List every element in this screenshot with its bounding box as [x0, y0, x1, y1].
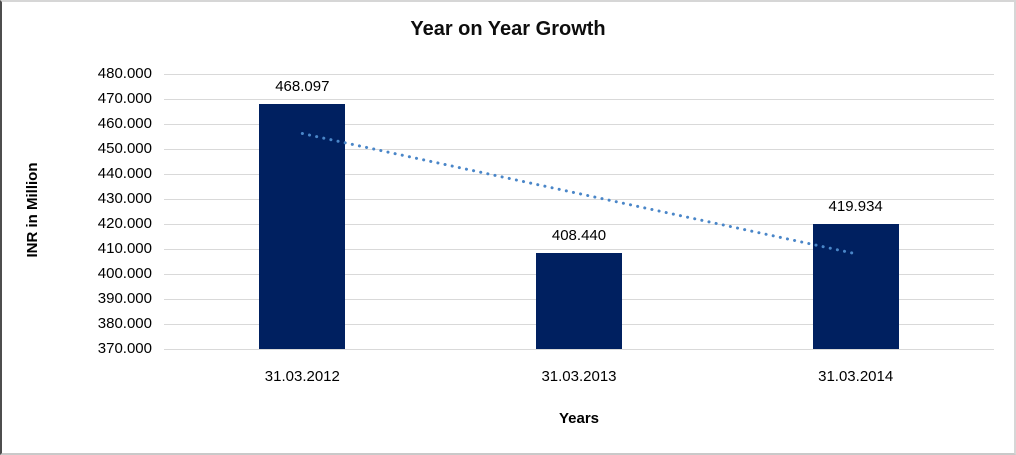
x-tick-label: 31.03.2012 — [264, 368, 340, 385]
gridline — [164, 348, 994, 350]
y-tick-label: 480.000 — [97, 65, 152, 82]
bar-31.03.2012 — [259, 103, 346, 349]
gridline — [164, 98, 994, 100]
chart-title: Year on Year Growth — [410, 18, 606, 40]
y-tick-label: 410.000 — [97, 240, 152, 257]
bar-31.03.2013 — [536, 252, 622, 349]
data-label: 468.097 — [275, 77, 330, 95]
gridline — [164, 123, 994, 125]
y-tick-label: 470.000 — [97, 90, 152, 107]
bar-31.03.2014 — [812, 224, 899, 349]
x-axis-title: Years — [558, 410, 600, 427]
y-tick-label: 400.000 — [97, 265, 152, 282]
data-label: 419.934 — [828, 198, 883, 216]
y-tick-label: 380.000 — [97, 315, 152, 332]
y-tick-label: 420.000 — [97, 215, 152, 232]
x-tick-label: 31.03.2014 — [818, 368, 894, 385]
data-label: 408.440 — [551, 226, 607, 244]
y-tick-label: 370.000 — [97, 340, 152, 357]
y-tick-label: 460.000 — [97, 115, 152, 132]
y-tick-label: 440.000 — [97, 165, 152, 182]
gridline — [164, 73, 994, 75]
y-tick-label: 430.000 — [97, 190, 152, 207]
x-tick-label: 31.03.2013 — [541, 368, 617, 385]
y-tick-label: 450.000 — [97, 140, 152, 157]
y-tick-label: 390.000 — [97, 290, 152, 307]
